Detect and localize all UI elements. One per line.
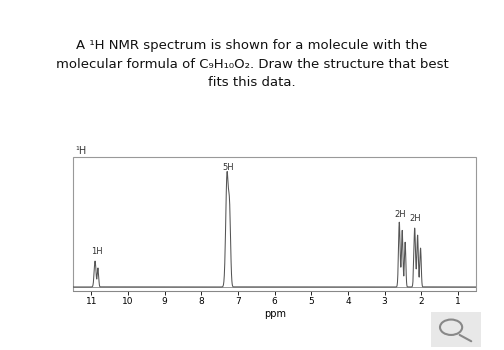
Text: 1H: 1H — [91, 247, 102, 256]
Text: 2H: 2H — [394, 210, 406, 219]
Text: 2H: 2H — [410, 215, 421, 223]
X-axis label: ppm: ppm — [264, 309, 286, 319]
Bar — [73, 158, 476, 290]
Text: ¹H: ¹H — [75, 146, 86, 156]
Text: A ¹H NMR spectrum is shown for a molecule with the
molecular formula of C₉H₁₀O₂.: A ¹H NMR spectrum is shown for a molecul… — [55, 39, 449, 89]
FancyBboxPatch shape — [428, 310, 484, 348]
Text: 5H: 5H — [222, 163, 234, 172]
